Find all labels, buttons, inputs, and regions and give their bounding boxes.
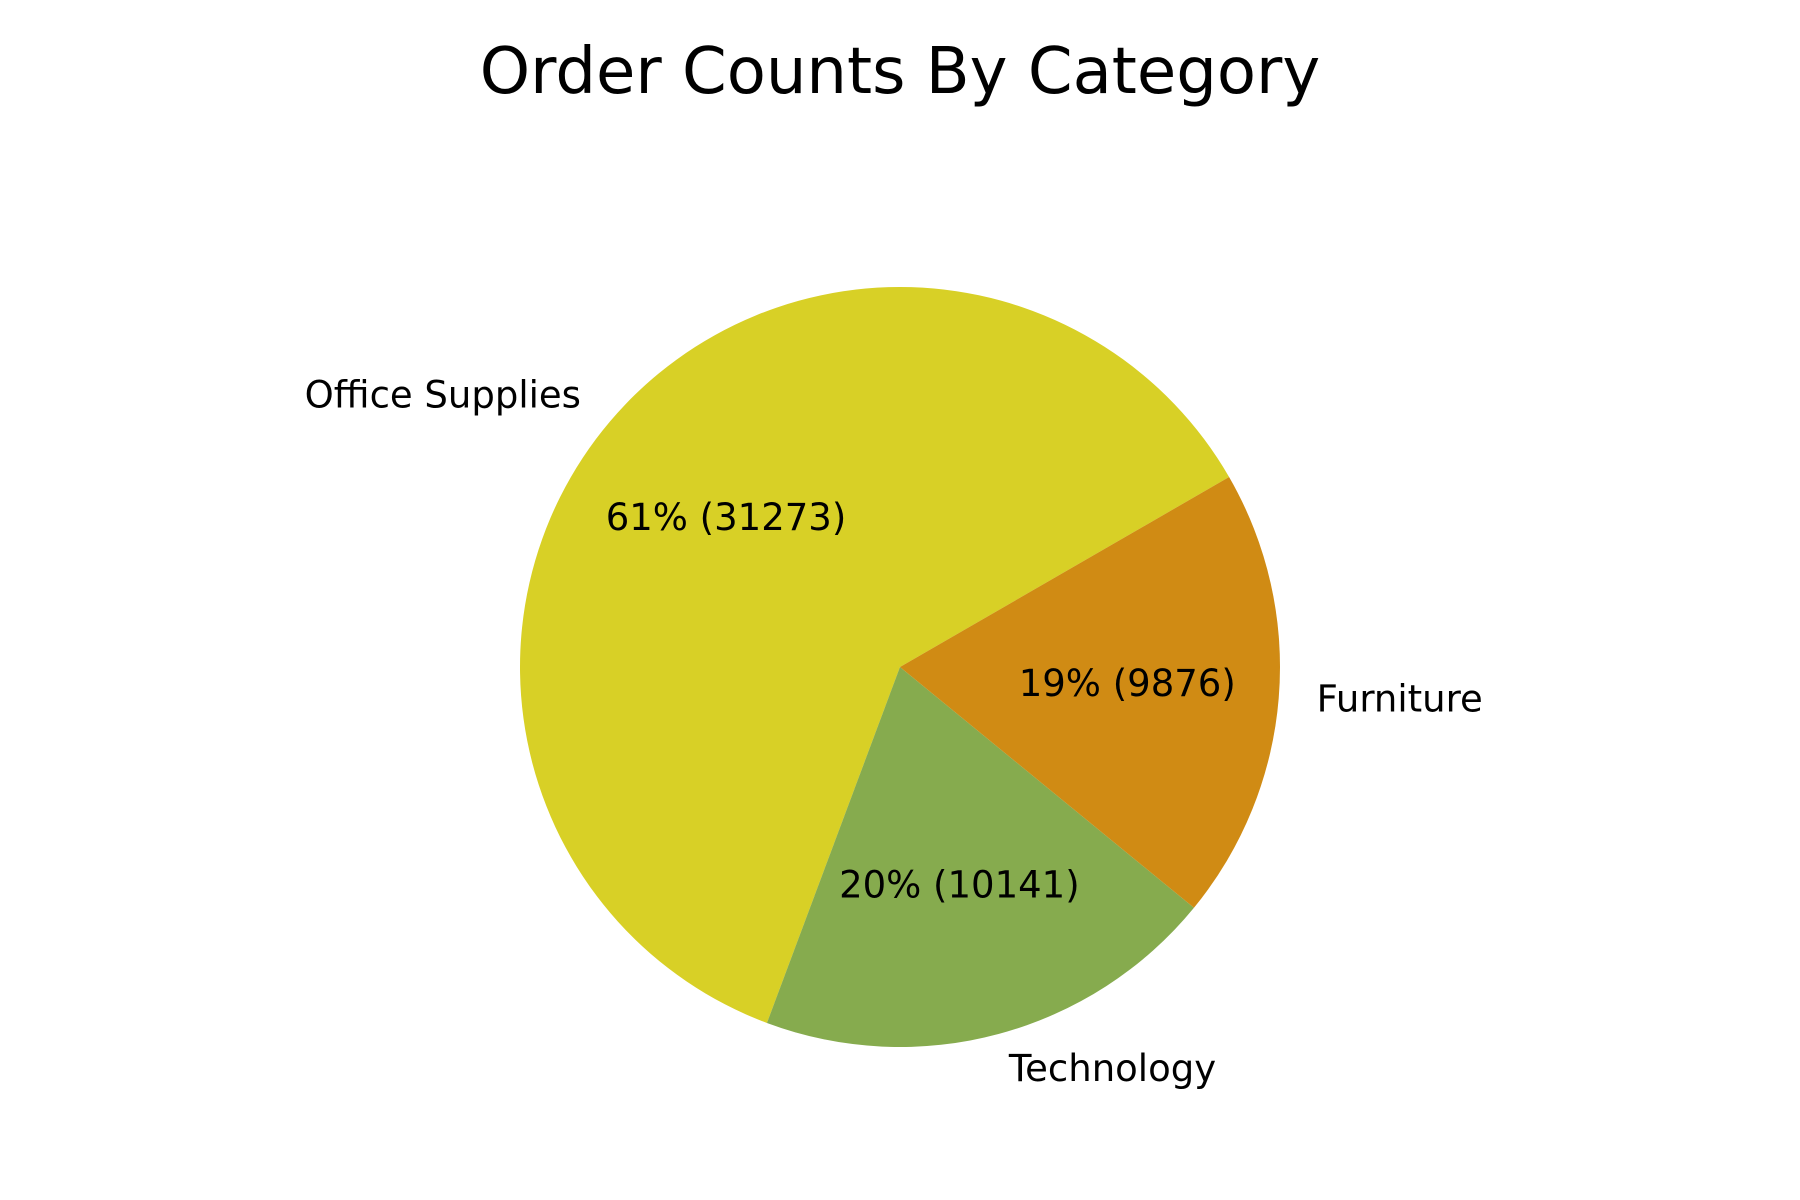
slice-percent-label: 19% (9876) [1019, 662, 1236, 705]
pie-slice-furniture [900, 477, 1280, 908]
slice-label: Office Supplies [305, 373, 581, 416]
slice-percent-label: 20% (10141) [839, 864, 1080, 907]
slice-label: Furniture [1317, 677, 1483, 720]
pie-slice-office-supplies [520, 286, 1230, 1023]
slice-label: Technology [1008, 1047, 1216, 1090]
chart-title: Order Counts By Category [479, 35, 1321, 109]
pie-slice-technology [766, 667, 1194, 1047]
slice-percent-label: 61% (31273) [606, 496, 847, 539]
